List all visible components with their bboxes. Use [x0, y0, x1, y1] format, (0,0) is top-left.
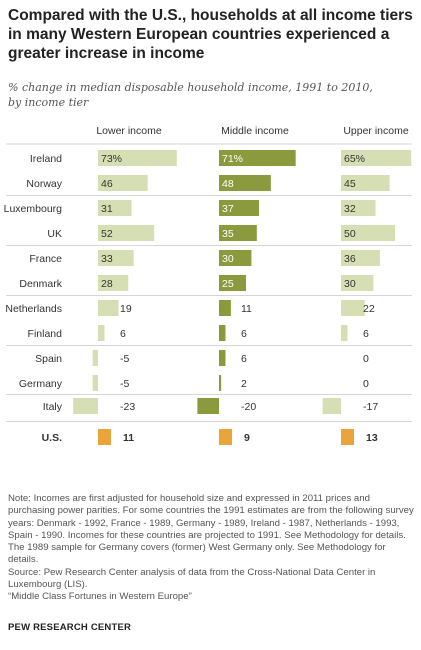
bar-chart: Lower income Middle income Upper income Ire…: [4, 125, 412, 445]
notes: Note: Incomes are first adjusted for hou…: [8, 493, 416, 604]
category-label: France: [29, 253, 62, 265]
value-label: -5: [120, 378, 129, 390]
bar: [341, 325, 348, 341]
bar: [341, 300, 365, 316]
value-label: 50: [344, 228, 356, 240]
value-label: 36: [344, 253, 356, 265]
value-label: 11: [123, 432, 134, 444]
category-label: Netherlands: [5, 303, 62, 315]
value-label: 22: [363, 303, 375, 315]
bar: [219, 325, 226, 341]
value-label: 65%: [344, 153, 365, 165]
value-label: 11: [241, 303, 252, 315]
category-label: UK: [47, 228, 62, 240]
bar: [219, 375, 222, 391]
bar: [341, 225, 395, 241]
value-label: 6: [120, 328, 126, 340]
bar: [219, 250, 252, 266]
value-label: 6: [241, 353, 247, 365]
value-label: 6: [241, 328, 247, 340]
category-label: Finland: [28, 328, 63, 340]
bar: [219, 225, 257, 241]
subtitle-line-2: by income tier: [8, 96, 89, 109]
value-label: 30: [344, 278, 356, 290]
value-label: 28: [101, 278, 113, 290]
bar: [322, 398, 341, 414]
category-label: Denmark: [19, 278, 62, 290]
category-label: Italy: [43, 401, 63, 413]
bar: [219, 300, 231, 316]
bar: [197, 398, 219, 414]
value-label: 9: [244, 432, 250, 444]
value-label: 30: [222, 253, 234, 265]
value-label: 32: [344, 203, 356, 215]
bar: [98, 250, 134, 266]
value-label: 46: [101, 178, 113, 190]
bar: [92, 375, 98, 391]
column-header: Lower income: [96, 125, 162, 137]
value-label: 0: [363, 378, 369, 390]
value-label: -17: [363, 401, 378, 413]
value-label: 33: [101, 253, 113, 265]
report-title: “Middle Class Fortunes in Western Europe…: [8, 591, 192, 603]
chart-title: Compared with the U.S., households at al…: [8, 7, 413, 62]
category-label: Norway: [26, 178, 62, 190]
category-label: U.S.: [42, 432, 63, 444]
value-label: 37: [222, 203, 234, 215]
column-header: Upper income: [343, 125, 409, 137]
value-label: 31: [101, 203, 113, 215]
bar: [98, 429, 111, 445]
bar: [73, 398, 98, 414]
bar: [98, 200, 132, 216]
bar: [219, 275, 246, 291]
note-text: Note: Incomes are first adjusted for hou…: [8, 493, 414, 566]
bar: [98, 150, 177, 166]
bar: [341, 250, 380, 266]
value-label: 13: [366, 432, 378, 444]
value-label: 45: [344, 178, 356, 190]
bar: [98, 225, 155, 241]
value-label: 0: [363, 353, 369, 365]
value-label: 73%: [101, 153, 122, 165]
bar: [341, 200, 376, 216]
bar: [98, 300, 119, 316]
value-label: 48: [222, 178, 234, 190]
chart-subtitle: % change in median disposable household …: [8, 80, 413, 110]
bar: [219, 200, 259, 216]
category-label: Germany: [19, 378, 63, 390]
category-label: Luxembourg: [4, 203, 63, 215]
bar: [219, 175, 271, 191]
bar: [98, 275, 129, 291]
value-label: 52: [101, 228, 113, 240]
footer-brand: PEW RESEARCH CENTER: [8, 622, 132, 633]
bar: [219, 350, 226, 366]
bar: [98, 175, 148, 191]
value-label: -5: [120, 353, 129, 365]
value-label: 6: [363, 328, 369, 340]
bar: [92, 350, 98, 366]
bar: [98, 325, 105, 341]
subtitle-line-1: % change in median disposable household …: [8, 81, 373, 94]
bar: [341, 429, 354, 445]
category-label: Ireland: [30, 153, 62, 165]
category-label: Spain: [35, 353, 62, 365]
value-label: 25: [222, 278, 234, 290]
bar: [219, 429, 232, 445]
bar: [341, 275, 374, 291]
bar: [341, 150, 412, 166]
column-header: Middle income: [221, 125, 289, 137]
value-label: -20: [241, 401, 256, 413]
value-label: 2: [241, 378, 247, 390]
value-label: 35: [222, 228, 234, 240]
bar: [219, 150, 296, 166]
value-label: 19: [120, 303, 132, 315]
value-label: -23: [120, 401, 135, 413]
source-text: Source: Pew Research Center analysis of …: [8, 566, 376, 591]
value-label: 71%: [222, 153, 243, 165]
bar: [341, 175, 390, 191]
